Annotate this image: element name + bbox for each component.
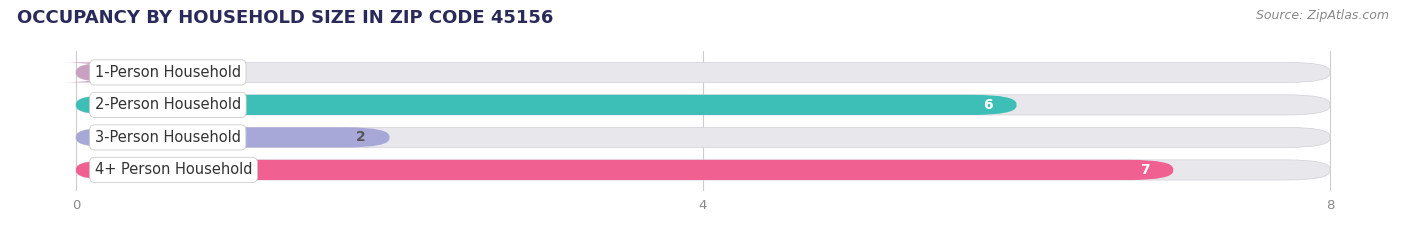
Text: 0: 0 [120, 65, 128, 79]
Text: 6: 6 [983, 98, 993, 112]
FancyBboxPatch shape [76, 160, 1173, 180]
FancyBboxPatch shape [76, 127, 389, 147]
FancyBboxPatch shape [76, 127, 1330, 147]
Text: 2-Person Household: 2-Person Household [94, 97, 240, 112]
Text: 1-Person Household: 1-Person Household [94, 65, 240, 80]
Text: 3-Person Household: 3-Person Household [94, 130, 240, 145]
Text: 7: 7 [1140, 163, 1150, 177]
Text: 2: 2 [356, 130, 366, 144]
FancyBboxPatch shape [76, 95, 1330, 115]
FancyBboxPatch shape [76, 160, 1330, 180]
Text: Source: ZipAtlas.com: Source: ZipAtlas.com [1256, 9, 1389, 22]
FancyBboxPatch shape [76, 95, 1017, 115]
Text: OCCUPANCY BY HOUSEHOLD SIZE IN ZIP CODE 45156: OCCUPANCY BY HOUSEHOLD SIZE IN ZIP CODE … [17, 9, 553, 27]
FancyBboxPatch shape [60, 62, 120, 82]
FancyBboxPatch shape [76, 62, 1330, 82]
Text: 4+ Person Household: 4+ Person Household [94, 162, 252, 177]
